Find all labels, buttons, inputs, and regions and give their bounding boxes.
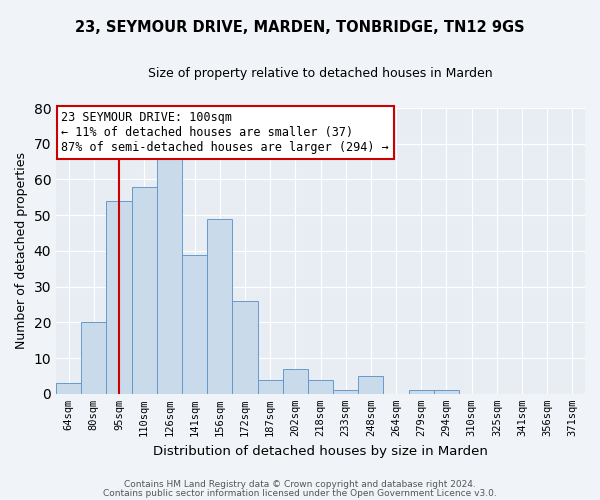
Bar [333, 390, 358, 394]
Bar [308, 380, 333, 394]
Text: 23, SEYMOUR DRIVE, MARDEN, TONBRIDGE, TN12 9GS: 23, SEYMOUR DRIVE, MARDEN, TONBRIDGE, TN… [75, 20, 525, 35]
Bar [81, 322, 106, 394]
Bar [207, 219, 232, 394]
Bar [232, 301, 257, 394]
Text: Contains public sector information licensed under the Open Government Licence v3: Contains public sector information licen… [103, 488, 497, 498]
Bar [283, 369, 308, 394]
Title: Size of property relative to detached houses in Marden: Size of property relative to detached ho… [148, 68, 493, 80]
Bar [358, 376, 383, 394]
Text: 23 SEYMOUR DRIVE: 100sqm
← 11% of detached houses are smaller (37)
87% of semi-d: 23 SEYMOUR DRIVE: 100sqm ← 11% of detach… [61, 111, 389, 154]
X-axis label: Distribution of detached houses by size in Marden: Distribution of detached houses by size … [153, 444, 488, 458]
Bar [257, 380, 283, 394]
Y-axis label: Number of detached properties: Number of detached properties [15, 152, 28, 350]
Bar [157, 154, 182, 394]
Bar [434, 390, 459, 394]
Bar [182, 254, 207, 394]
Text: Contains HM Land Registry data © Crown copyright and database right 2024.: Contains HM Land Registry data © Crown c… [124, 480, 476, 489]
Bar [131, 186, 157, 394]
Bar [106, 201, 131, 394]
Bar [56, 383, 81, 394]
Bar [409, 390, 434, 394]
